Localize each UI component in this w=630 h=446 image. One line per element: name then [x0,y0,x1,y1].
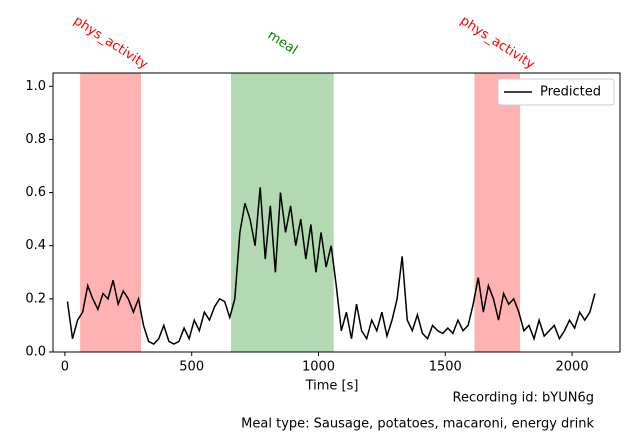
region-label: phys_activity [457,13,537,72]
x-tick-label: 0 [61,360,69,375]
x-axis-label: Time [s] [305,379,359,394]
x-tick-label: 500 [179,360,204,375]
x-tick-label: 1500 [429,360,462,375]
x-tick-label: 1000 [302,360,335,375]
y-tick-label: 0.8 [25,132,46,147]
plot-frame [52,72,621,353]
meal-type: Meal type: Sausage, potatoes, macaroni, … [241,417,594,432]
region-label: meal [265,28,300,58]
legend-box [497,78,615,106]
region [474,73,521,352]
line [66,187,596,345]
y-tick-label: 0.0 [25,345,46,360]
recording-id: Recording id: bYUN6g [453,391,594,406]
y-tick-label: 0.4 [25,238,46,253]
y-tick-label: 0.6 [25,185,46,200]
y-tick-label: 1.0 [25,79,46,94]
legend-label: Predicted [540,85,601,100]
x-tick-label: 2000 [556,360,589,375]
y-tick-label: 0.2 [25,291,46,306]
region-label: phys_activity [71,13,151,72]
